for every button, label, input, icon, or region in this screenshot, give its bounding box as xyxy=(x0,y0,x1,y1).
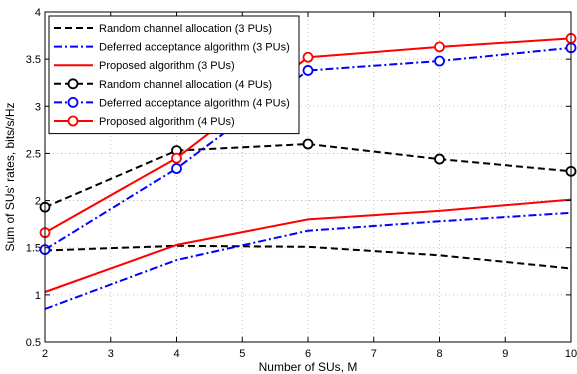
x-tick-label: 8 xyxy=(436,348,442,360)
series-layer xyxy=(39,33,577,310)
x-tick-label: 2 xyxy=(42,348,48,360)
series-line xyxy=(44,211,572,310)
y-tick-label: 2 xyxy=(35,196,41,208)
series-1 xyxy=(44,244,572,270)
data-point xyxy=(434,41,445,53)
data-point xyxy=(434,153,445,165)
data-point xyxy=(302,51,314,63)
x-axis-label: Number of SUs, M xyxy=(259,360,358,374)
y-tick-label: 2.5 xyxy=(26,148,41,160)
series-2 xyxy=(44,211,572,310)
y-tick-label: 3 xyxy=(35,101,41,113)
y-tick-label: 1.5 xyxy=(26,243,41,255)
x-tick-label: 9 xyxy=(502,348,508,360)
legend-marker xyxy=(67,78,79,90)
x-tick-label: 10 xyxy=(565,348,577,360)
axis-ticks: 2 3 4 5 6 7 8 9 10 0.5 1 1.5 2 2.5 3 3.5 4 xyxy=(26,7,577,360)
data-point xyxy=(171,163,182,174)
series-line xyxy=(44,46,572,251)
x-tick-label: 4 xyxy=(173,348,179,360)
x-tick-label: 3 xyxy=(108,348,114,360)
legend-box xyxy=(48,15,300,135)
data-point xyxy=(302,138,314,150)
x-tick-label: 7 xyxy=(371,348,377,360)
x-tick-label: 6 xyxy=(305,348,311,360)
legend-label: Random channel allocation (3 PUs) xyxy=(99,23,272,35)
series-line xyxy=(44,198,572,293)
legend: Random channel allocation (3 PUs) Deferre… xyxy=(48,15,300,135)
data-point xyxy=(434,55,445,67)
y-tick-label: 1 xyxy=(35,290,41,302)
y-tick-label: 4 xyxy=(35,7,41,19)
series-4 xyxy=(39,138,577,213)
data-point xyxy=(171,152,182,164)
legend-label: Random channel allocation (4 PUs) xyxy=(99,79,272,91)
x-tick-label: 5 xyxy=(239,348,245,360)
data-point xyxy=(302,65,314,76)
legend-label: Deferred acceptance algorithm (4 PUs) xyxy=(99,97,290,109)
y-tick-label: 0.5 xyxy=(26,337,41,349)
series-3 xyxy=(44,198,572,293)
legend-marker xyxy=(67,115,79,127)
legend-label: Deferred acceptance algorithm (3 PUs) xyxy=(99,42,290,54)
y-tick-label: 3.5 xyxy=(26,54,41,66)
legend-label: Proposed algorithm (3 PUs) xyxy=(99,60,235,72)
series-line xyxy=(44,244,572,270)
y-axis-label: Sum of SUs' rates, bits/s/Hz xyxy=(3,103,17,252)
legend-marker xyxy=(67,97,79,108)
series-line xyxy=(44,143,572,209)
legend-label: Proposed algorithm (4 PUs) xyxy=(99,116,235,128)
